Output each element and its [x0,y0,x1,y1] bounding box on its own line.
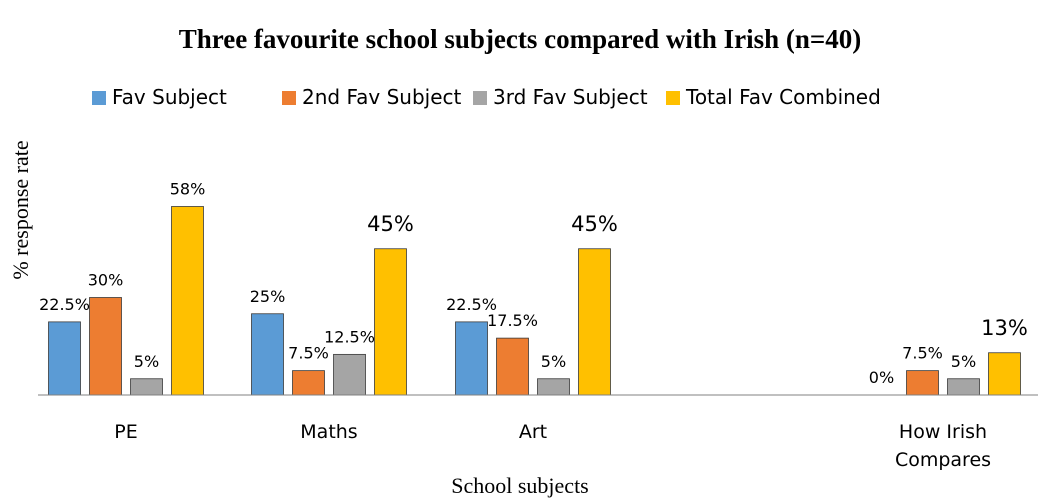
legend-swatch-3rd-fav-subject [473,91,487,105]
legend-label-2nd-fav-subject: 2nd Fav Subject [302,85,461,109]
bar-maths-fav-subject [251,313,284,396]
bar-art-3rd-fav-subject [537,378,570,396]
data-label-maths-total-fav-combined: 45% [367,212,414,236]
category-labels: PE Maths Art How Irish Compares [114,421,991,471]
bar-how-irish-compares-total-fav-combined [988,352,1021,396]
category-label-maths: Maths [300,421,357,443]
bar-maths-3rd-fav-subject [333,353,366,396]
data-label-how-irish-compares-2nd-fav-subject: 7.5% [902,344,943,363]
data-label-art-total-fav-combined: 45% [571,212,618,236]
legend-swatch-total-fav-combined [666,91,680,105]
bar-pe-2nd-fav-subject [89,297,122,396]
legend-label-total-fav-combined: Total Fav Combined [685,85,881,109]
data-label-how-irish-compares-fav-subject: 0% [869,368,894,387]
data-label-how-irish-compares-3rd-fav-subject: 5% [951,352,976,371]
data-label-pe-2nd-fav-subject: 30% [88,271,124,290]
bar-maths-2nd-fav-subject [292,370,325,396]
chart-title: Three favourite school subjects compared… [179,24,862,54]
bar-art-fav-subject [455,321,488,396]
bar-how-irish-compares-3rd-fav-subject [947,378,980,396]
bar-pe-3rd-fav-subject [130,378,163,396]
legend-label-3rd-fav-subject: 3rd Fav Subject [493,85,648,109]
data-label-art-3rd-fav-subject: 5% [541,352,566,371]
data-label-art-2nd-fav-subject: 17.5% [487,311,538,330]
bar-art-2nd-fav-subject [496,337,529,396]
data-label-pe-3rd-fav-subject: 5% [134,352,159,371]
bar-pe-fav-subject [48,321,81,396]
data-label-maths-fav-subject: 25% [250,287,286,306]
category-label-how-irish-compares: How Irish Compares [895,421,991,471]
category-label-pe: PE [114,421,137,443]
category-label-art: Art [519,421,547,443]
bar-art-total-fav-combined [578,248,611,396]
bar-maths-total-fav-combined [374,248,407,396]
bar-how-irish-compares-2nd-fav-subject [906,370,939,396]
legend: Fav Subject 2nd Fav Subject 3rd Fav Subjec… [92,85,881,109]
x-axis-label: School subjects [451,473,589,498]
data-label-maths-3rd-fav-subject: 12.5% [324,327,375,346]
legend-swatch-fav-subject [92,91,106,105]
bars [48,206,1021,396]
legend-label-fav-subject: Fav Subject [112,85,227,109]
bar-pe-total-fav-combined [171,206,204,396]
data-label-art-fav-subject: 22.5% [446,295,497,314]
y-axis-label: % response rate [8,140,33,279]
data-label-how-irish-compares-total-fav-combined: 13% [981,316,1028,340]
legend-swatch-2nd-fav-subject [282,91,296,105]
data-labels: 22.5%30%5%58%25%7.5%12.5%45%22.5%17.5%5%… [39,180,1028,388]
data-label-maths-2nd-fav-subject: 7.5% [288,344,329,363]
data-label-pe-fav-subject: 22.5% [39,295,90,314]
data-label-pe-total-fav-combined: 58% [170,180,206,199]
